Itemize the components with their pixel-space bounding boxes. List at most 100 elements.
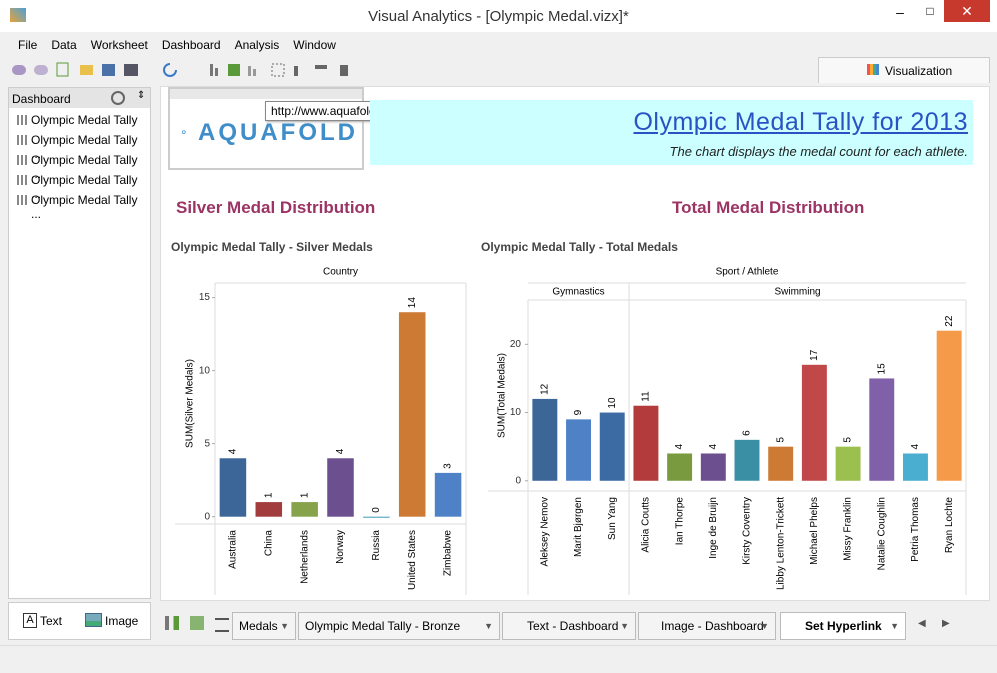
scroll-right[interactable]: ▶ (942, 618, 950, 629)
x-axis-title: Country (323, 267, 358, 278)
value-label: 1 (299, 492, 310, 498)
text-icon: A (23, 613, 37, 628)
bar (398, 312, 426, 517)
menu-item[interactable]: Analysis (234, 38, 280, 52)
value-label: 6 (742, 430, 753, 436)
menu-item[interactable]: Window (293, 38, 336, 52)
scroll-left[interactable]: ◀ (918, 618, 926, 629)
text-button[interactable]: Text (40, 614, 63, 628)
x-tick-label: Michael Phelps (809, 497, 820, 565)
x-tick-label: Norway (335, 530, 346, 564)
logo-frame[interactable]: ∘ AQUAFOLD (168, 87, 364, 170)
logo[interactable]: AQUAFOLD (198, 119, 358, 146)
y-tick-label: 0 (515, 475, 521, 486)
menu-item[interactable]: Worksheet (90, 38, 148, 52)
sidebar: Dashboard ⇕ Olympic Medal Tally Olympic … (8, 87, 151, 599)
banner-title[interactable]: Olympic Medal Tally for 2013 (633, 108, 968, 136)
bar (219, 458, 247, 517)
sheet-list-icon[interactable] (215, 618, 229, 632)
x-tick-label: Ian Thorpe (674, 497, 685, 546)
maximize-button[interactable]: □ (926, 4, 934, 18)
logo-mark: ∘ (180, 125, 188, 139)
toolbar (10, 60, 355, 80)
x-tick-label: Sun Yang (607, 497, 618, 540)
value-label: 4 (910, 443, 921, 449)
close-button[interactable]: ✕ (944, 0, 990, 22)
visualization-tab[interactable]: Visualization (818, 57, 990, 83)
new-dashboard-icon[interactable] (190, 616, 204, 630)
x-tick-label: Marit Bjørgen (573, 497, 584, 557)
sidebar-title: Dashboard (12, 92, 71, 106)
value-label: 4 (335, 448, 346, 454)
x-tick-label: Inge de Bruijn (708, 497, 719, 559)
menu-item[interactable]: File (18, 38, 38, 52)
sheet-tab[interactable]: Text - Dashboard ▼ (502, 612, 636, 640)
sheet-tab[interactable]: Olympic Medal Tally - Bronze Medals▼ (298, 612, 500, 659)
frame-handle (170, 89, 362, 99)
menu-item[interactable]: Data (51, 38, 77, 52)
bar (532, 398, 558, 481)
menu-item[interactable]: Dashboard (161, 38, 221, 52)
y-tick-label: 10 (510, 407, 522, 418)
bar (869, 378, 895, 481)
x-tick-label: Natalie Coughlin (876, 497, 887, 570)
sheet-tab[interactable]: Medals ▼ (232, 612, 296, 640)
image-button[interactable]: Image (105, 614, 139, 628)
tab-bar (160, 606, 990, 644)
x-tick-label: Missy Franklin (843, 497, 854, 561)
value-label: 4 (708, 443, 719, 449)
value-label: 17 (809, 349, 820, 361)
value-label: 12 (539, 383, 550, 395)
tab-label: Image - Dashboard (661, 619, 764, 633)
bar (734, 439, 760, 481)
banner: Olympic Medal Tally for 2013 The chart d… (370, 100, 973, 165)
toolbar-icons (12, 62, 348, 77)
bar (902, 453, 928, 481)
bar (700, 453, 726, 481)
x-tick-label: Petria Thomas (910, 497, 921, 562)
minimize-button[interactable]: – (896, 4, 904, 20)
window-title: Visual Analytics - [Olympic Medal.vizx]* (368, 8, 629, 25)
sidebar-item[interactable]: Olympic Medal Tally ... (17, 173, 150, 201)
sheet-tab[interactable]: Image - Dashboard ▼ (638, 612, 776, 640)
x-tick-label: Australia (228, 530, 239, 569)
value-label: 5 (775, 437, 786, 443)
bar (633, 405, 659, 481)
status-bar (0, 645, 997, 673)
image-icon (85, 613, 102, 627)
x-tick-label: Kirsty Coventry (742, 497, 753, 565)
x-tick-label: Libby Lenton-Trickett (775, 497, 786, 590)
value-label: 22 (944, 315, 955, 327)
x-tick-label: Russia (371, 530, 382, 561)
x-tick-label: China (263, 530, 274, 557)
value-label: 10 (607, 397, 618, 409)
sidebar-item[interactable]: Olympic Medal Tally ... (17, 193, 150, 221)
y-tick-label: 20 (510, 339, 522, 350)
tab-label: Visualization (885, 64, 953, 78)
sidebar-item[interactable]: Olympic Medal Tally (16, 113, 138, 127)
sidebar-item[interactable]: Olympic Medal Tally ... (17, 153, 150, 181)
bar (566, 419, 592, 481)
new-sheet-icon[interactable] (165, 616, 179, 630)
x-tick-label: Zimbabwe (443, 530, 454, 577)
bar (667, 453, 693, 481)
value-label: 5 (843, 437, 854, 443)
x-tick-label: Aleksey Nemov (539, 497, 550, 566)
sidebar-item[interactable]: Olympic Medal Tally ... (17, 133, 150, 161)
search-icon[interactable] (111, 91, 125, 105)
sort-icon[interactable]: ⇕ (137, 90, 146, 101)
bar (291, 502, 318, 517)
bar (255, 502, 283, 517)
x-tick-label: United States (407, 530, 418, 590)
group-label: Swimming (774, 287, 820, 298)
chart-title: Olympic Medal Tally - Silver Medals (171, 240, 373, 254)
section-heading: Total Medal Distribution (672, 198, 865, 217)
section-heading: Silver Medal Distribution (176, 198, 376, 217)
tab-label: Set Hyperlink (805, 619, 882, 633)
value-label: 0 (371, 507, 382, 513)
x-tick-label: Netherlands (299, 530, 310, 584)
bar (936, 330, 962, 481)
sheet-tab-active[interactable]: Set Hyperlink ▼ (780, 612, 906, 640)
